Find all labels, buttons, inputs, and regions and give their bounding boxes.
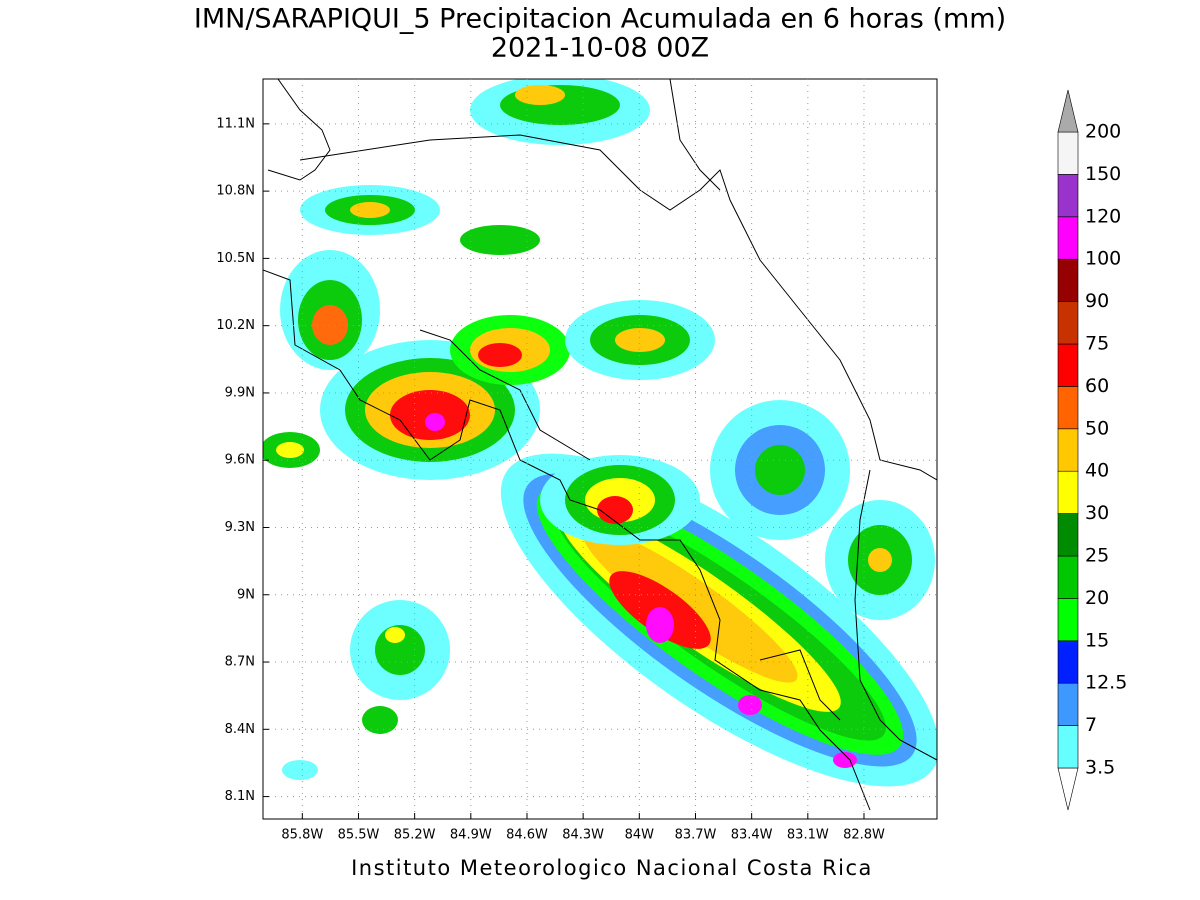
colorbar-segment: [1057, 555, 1079, 599]
x-tick-label: 83.4W: [731, 828, 773, 843]
y-tick-label: 9.3N: [225, 520, 255, 535]
colorbar-label: 90: [1085, 290, 1109, 312]
colorbar-label: 150: [1085, 163, 1121, 185]
colorbar-segment: [1057, 216, 1079, 260]
colorbar-label: 12.5: [1085, 672, 1127, 694]
colorbar-segment: [1057, 174, 1079, 218]
title: IMN/SARAPIQUI_5 Precipitacion Acumulada …: [194, 4, 1006, 35]
colorbar-segment: [1057, 131, 1079, 175]
colorbar-label: 20: [1085, 587, 1109, 609]
colorbar-label: 120: [1085, 205, 1121, 227]
plot-frame: [262, 78, 938, 820]
colorbar-label: 3.5: [1085, 757, 1115, 779]
footer: Instituto Meteorologico Nacional Costa R…: [351, 856, 873, 880]
colorbar-segment: [1057, 258, 1079, 302]
x-tick-label: 85.5W: [338, 828, 380, 843]
x-tick-label: 84W: [625, 828, 655, 843]
y-tick-label: 8.1N: [225, 789, 255, 804]
y-tick-label: 8.7N: [225, 655, 255, 670]
x-tick-label: 84.6W: [506, 828, 548, 843]
colorbar-label: 7: [1085, 714, 1097, 736]
colorbar-label: 25: [1085, 545, 1109, 567]
x-tick-label: 85.8W: [281, 828, 323, 843]
colorbar-label: 50: [1085, 417, 1109, 439]
colorbar-label: 200: [1085, 121, 1121, 143]
y-tick-label: 10.8N: [216, 184, 255, 199]
x-tick-label: 85.2W: [394, 828, 436, 843]
colorbar-upper-triangle: [1057, 89, 1079, 133]
y-tick-label: 9.6N: [225, 453, 255, 468]
y-tick-label: 11.1N: [216, 116, 255, 131]
colorbar-label: 40: [1085, 460, 1109, 482]
colorbar-label: 60: [1085, 375, 1109, 397]
x-tick-label: 82.8W: [843, 828, 885, 843]
colorbar-segment: [1057, 301, 1079, 345]
y-tick-label: 10.5N: [216, 251, 255, 266]
colorbar-segment: [1057, 428, 1079, 472]
colorbar-segment: [1057, 725, 1079, 769]
colorbar-segment: [1057, 343, 1079, 387]
colorbar-segment: [1057, 640, 1079, 684]
subtitle: 2021-10-08 00Z: [491, 33, 709, 64]
colorbar-segment: [1057, 470, 1079, 514]
colorbar-label: 30: [1085, 502, 1109, 524]
colorbar-segment: [1057, 598, 1079, 642]
y-tick-label: 8.4N: [225, 722, 255, 737]
colorbar-label: 15: [1085, 629, 1109, 651]
colorbar-label: 100: [1085, 248, 1121, 270]
x-tick-label: 83.1W: [787, 828, 829, 843]
x-tick-label: 84.3W: [562, 828, 604, 843]
colorbar-lower-triangle: [1057, 767, 1079, 811]
colorbar-segment: [1057, 386, 1079, 430]
x-tick-label: 83.7W: [675, 828, 717, 843]
y-tick-label: 9.9N: [225, 385, 255, 400]
colorbar-segment: [1057, 513, 1079, 557]
y-tick-label: 10.2N: [216, 318, 255, 333]
precipitation-field: [263, 79, 937, 811]
colorbar-segment: [1057, 682, 1079, 726]
y-tick-label: 9N: [237, 587, 255, 602]
x-tick-label: 84.9W: [450, 828, 492, 843]
colorbar-label: 75: [1085, 333, 1109, 355]
